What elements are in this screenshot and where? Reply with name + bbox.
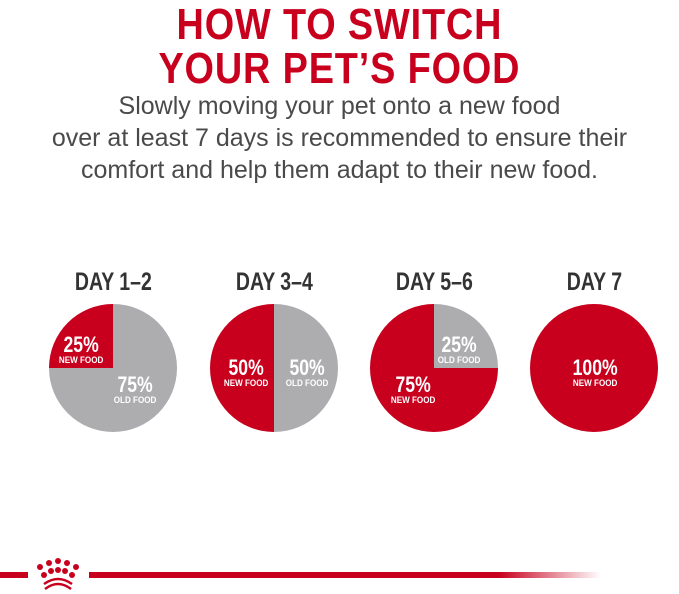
intro-line: Slowly moving your pet onto a new food (118, 92, 561, 120)
new-food-label: 75% NEW FOOD (390, 372, 436, 406)
royal-canin-crown-logo (37, 558, 79, 591)
new-food-slice (210, 304, 274, 432)
intro-line: over at least 7 days is recommended to e… (51, 124, 628, 152)
page-title-line-1: HOW TO SWITCH (176, 0, 503, 49)
pie-chart (49, 304, 177, 432)
new-food-label: 25% NEW FOOD (58, 332, 104, 366)
footer-bar-right (89, 572, 601, 578)
step-day-5-6: DAY 5–6 25% OLD FOOD 75% NEW FOOD (359, 262, 509, 434)
new-food-label: 50% NEW FOOD (223, 355, 269, 389)
step-day-7: DAY 7 100% NEW FOOD (519, 262, 669, 434)
new-food-slice (370, 304, 498, 432)
old-food-slice (274, 304, 338, 432)
day-label: DAY 5–6 (395, 268, 473, 296)
new-food-slice (530, 304, 658, 432)
new-food-label: 100% NEW FOOD (572, 355, 618, 389)
page-title-line-2: YOUR PET’S FOOD (158, 44, 521, 93)
footer-bar-left (0, 572, 28, 578)
old-food-label: 75% OLD FOOD (113, 372, 157, 406)
step-day-1-2: DAY 1–2 25% NEW FOOD 75% OLD FOOD (38, 262, 188, 434)
old-food-label: 25% OLD FOOD (437, 332, 481, 366)
pie-chart (370, 304, 498, 432)
intro-line: comfort and help them adapt to their new… (81, 156, 598, 184)
day-label: DAY 3–4 (235, 268, 313, 296)
pie-chart (210, 304, 338, 432)
old-food-slice (434, 304, 498, 368)
old-food-label: 50% OLD FOOD (285, 355, 329, 389)
step-day-3-4: DAY 3–4 50% NEW FOOD 50% OLD FOOD (199, 262, 349, 434)
day-label: DAY 1–2 (74, 268, 152, 296)
pie-chart (530, 304, 658, 432)
day-label: DAY 7 (566, 268, 622, 296)
intro-text: Slowly moving your pet onto a new food o… (0, 90, 679, 186)
new-food-slice (49, 304, 113, 368)
